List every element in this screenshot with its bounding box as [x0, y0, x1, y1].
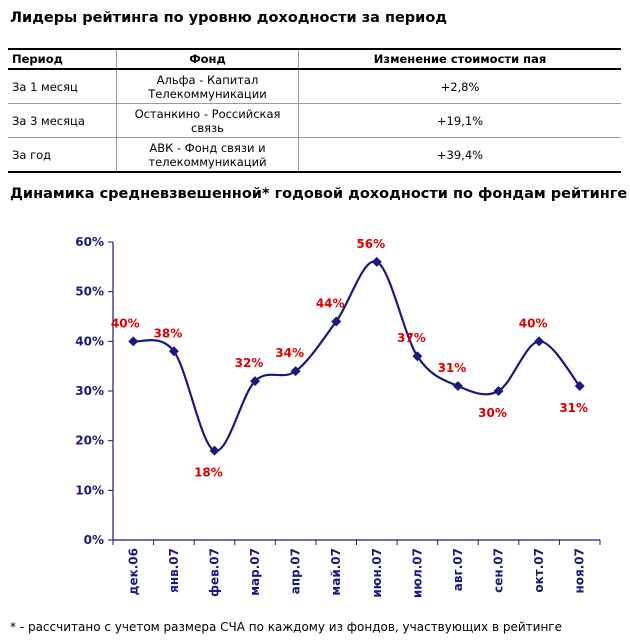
footnote: * - рассчитано с учетом размера СЧА по к…: [10, 620, 562, 634]
data-point: [168, 346, 179, 357]
data-point: [574, 381, 585, 392]
series-line: [133, 260, 581, 452]
data-point: [371, 256, 382, 267]
row-period: За год: [8, 137, 117, 173]
row-change: +19,1%: [298, 103, 621, 138]
fund-name-line1: Останкино - Российская: [134, 106, 281, 121]
x-tick-label: сен.07: [492, 548, 506, 593]
data-point: [534, 336, 545, 347]
y-tick-label: 30%: [75, 384, 104, 398]
fund-name-line2: Телекоммуникации: [148, 86, 267, 101]
data-label: 56%: [356, 237, 385, 251]
row-fund: Останкино - Российская связь: [116, 103, 299, 138]
row-change: +2,8%: [298, 69, 621, 104]
row-fund: АВК - Фонд связи и телекоммуникаций: [116, 137, 299, 173]
header-fund: Фонд: [116, 48, 299, 70]
x-tick-label: ноя.07: [573, 548, 587, 594]
data-label: 34%: [275, 346, 304, 360]
x-tick-label: янв.07: [167, 548, 181, 593]
row-period: За 1 месяц: [8, 69, 117, 104]
table-row: За 1 месяц Альфа - Капитал Телекоммуникац…: [8, 69, 621, 104]
table-title: Лидеры рейтинга по уровню доходности за …: [10, 10, 448, 26]
fund-name-line2: связь: [191, 120, 224, 135]
row-change: +39,4%: [298, 137, 621, 173]
data-label: 32%: [235, 356, 264, 370]
data-point: [209, 445, 220, 456]
data-label: 38%: [154, 326, 183, 340]
data-point: [250, 376, 261, 387]
y-tick-label: 0%: [84, 533, 104, 547]
header-change: Изменение стоимости пая: [298, 48, 621, 70]
fund-name-line2: телекоммуникаций: [148, 154, 267, 169]
y-tick-label: 50%: [75, 285, 104, 299]
data-point: [412, 351, 423, 362]
data-label: 44%: [316, 296, 345, 310]
yield-line-chart: 0% 10% 20% 30% 40% 50% 60% дек.06 янв.07 фев.07 ма…: [75, 235, 601, 598]
header-period: Период: [8, 48, 117, 70]
x-tick-label: фев.07: [207, 548, 221, 597]
rating-table: Период Фонд Изменение стоимости пая За 1…: [8, 48, 621, 173]
x-tick-label: май.07: [329, 548, 343, 596]
y-tick-label: 40%: [75, 334, 104, 348]
table-row: За 3 месяца Останкино - Российская связь …: [8, 103, 621, 138]
data-label: 30%: [478, 406, 507, 420]
data-label: 18%: [194, 466, 223, 480]
x-tick-label: июн.07: [370, 548, 384, 598]
data-point: [331, 316, 342, 327]
x-tick-label: июл.07: [410, 548, 424, 598]
fund-name-line1: АВК - Фонд связи и: [149, 140, 266, 155]
data-point: [128, 336, 139, 347]
row-fund: Альфа - Капитал Телекоммуникации: [116, 69, 299, 104]
data-label: 31%: [559, 401, 588, 415]
data-label: 40%: [111, 316, 140, 330]
y-tick-label: 10%: [75, 483, 104, 497]
x-tick-label: мар.07: [248, 548, 262, 596]
x-tick-label: апр.07: [289, 548, 303, 594]
x-tick-label: окт.07: [532, 548, 546, 593]
data-point: [452, 381, 463, 392]
fund-name-line1: Альфа - Капитал: [156, 72, 259, 87]
data-label: 31%: [438, 361, 467, 375]
data-label: 37%: [397, 331, 426, 345]
y-tick-label: 60%: [75, 235, 104, 249]
x-tick-label: авг.07: [451, 548, 465, 591]
table-header-row: Период Фонд Изменение стоимости пая: [8, 48, 621, 70]
x-tick-label: дек.06: [126, 548, 140, 595]
chart-title: Динамика средневзвешенной* годовой доход…: [10, 186, 628, 202]
data-point: [290, 366, 301, 377]
y-tick-label: 20%: [75, 434, 104, 448]
data-point: [493, 386, 504, 396]
table-row: За год АВК - Фонд связи и телекоммуникаци…: [8, 137, 621, 173]
row-period: За 3 месяца: [8, 103, 117, 138]
data-label: 40%: [519, 316, 548, 330]
